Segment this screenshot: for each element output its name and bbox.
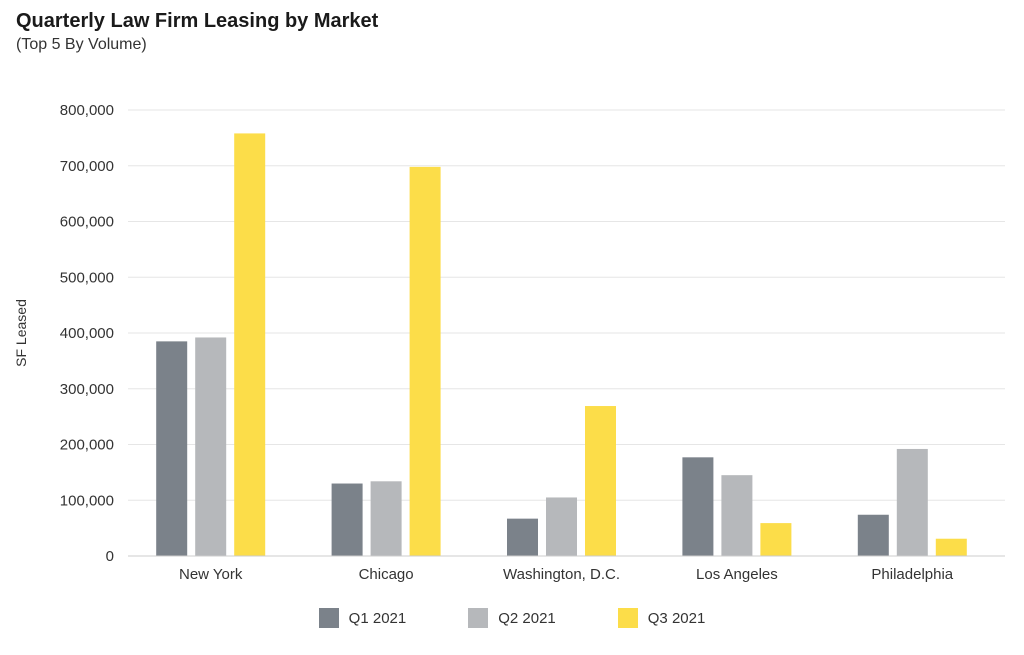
y-tick-label: 700,000 (60, 158, 114, 175)
x-tick-label: Los Angeles (696, 566, 778, 583)
x-tick-label: New York (179, 566, 243, 583)
legend: Q1 2021 Q2 2021 Q3 2021 (0, 608, 1024, 628)
y-tick-label: 200,000 (60, 437, 114, 454)
legend-item: Q3 2021 (617, 608, 706, 628)
legend-swatch (318, 608, 339, 628)
y-tick-label: 100,000 (60, 492, 114, 509)
x-tick-label: Washington, D.C. (503, 566, 620, 583)
bar-q1-2021-1 (331, 483, 363, 556)
y-tick-label: 600,000 (60, 214, 114, 231)
bar-q3-2021-0 (234, 133, 266, 557)
bar-q2-2021-3 (721, 475, 753, 556)
bar-q1-2021-4 (857, 514, 889, 556)
bar-q2-2021-1 (370, 481, 402, 556)
bar-q2-2021-2 (546, 497, 577, 556)
bar-chart: 0 100,000 200,000 300,000 400,000 500,000 600,… (13, 102, 1005, 583)
legend-label: Q2 2021 (498, 609, 556, 627)
x-tick-label: Chicago (359, 566, 414, 583)
bar-q1-2021-0 (156, 341, 188, 556)
bar-q1-2021-2 (507, 518, 538, 556)
y-tick-label: 500,000 (60, 269, 114, 286)
bar-q3-2021-3 (760, 523, 792, 556)
legend-item: Q1 2021 (318, 608, 407, 628)
chart-title: Quarterly Law Firm Leasing by Market (16, 10, 379, 32)
bar-q3-2021-2 (585, 406, 616, 556)
legend-label: Q3 2021 (647, 609, 706, 627)
x-tick-label: Philadelphia (871, 566, 953, 583)
legend-swatch (468, 608, 489, 628)
legend-label: Q1 2021 (348, 609, 407, 627)
chart-subtitle: (Top 5 By Volume) (16, 36, 147, 53)
bar-q2-2021-4 (896, 448, 928, 556)
y-tick-label: 300,000 (60, 381, 114, 398)
bars (156, 133, 967, 557)
bar-q3-2021-4 (935, 538, 967, 556)
y-tick-label: 400,000 (60, 325, 114, 342)
y-axis-label: SF Leased (13, 299, 29, 367)
bar-q1-2021-3 (682, 457, 714, 556)
legend-swatch (617, 608, 638, 628)
y-tick-label: 0 (106, 548, 114, 565)
y-axis-ticks: 0 100,000 200,000 300,000 400,000 500,000 600,… (60, 102, 114, 565)
x-axis-ticks: New York Chicago Washington, D.C. Los Angel… (179, 566, 954, 583)
y-tick-label: 800,000 (60, 102, 114, 119)
bar-q2-2021-0 (195, 337, 227, 556)
grid-lines (128, 109, 1005, 501)
bar-q3-2021-1 (409, 166, 441, 557)
legend-item: Q2 2021 (468, 608, 556, 628)
